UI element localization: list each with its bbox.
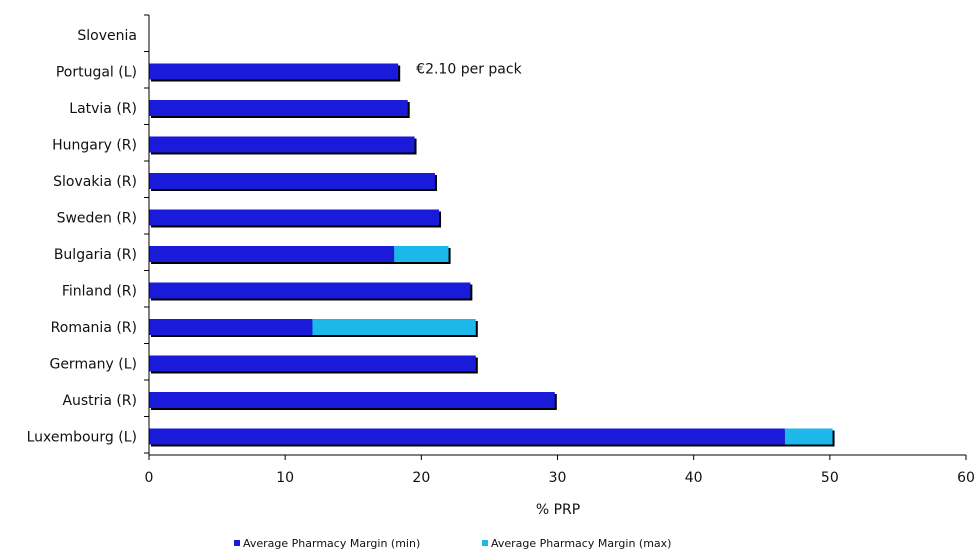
category-label: Hungary (R) <box>52 138 137 154</box>
bar-min <box>149 209 440 226</box>
legend-label: Average Pharmacy Margin (min) <box>243 537 420 550</box>
bar-min <box>149 319 313 335</box>
category-labels: Slovenia Portugal (L) Latvia (R) Hungary (R… <box>27 28 137 446</box>
bar-max <box>394 246 449 262</box>
category-label: Finland (R) <box>62 284 137 300</box>
category-label: Slovenia <box>77 28 137 44</box>
annotations: €2.10 per pack <box>416 62 522 78</box>
legend: Average Pharmacy Margin (min) Average Pha… <box>234 537 671 550</box>
bar-max <box>784 428 833 445</box>
legend-label: Average Pharmacy Margin (max) <box>491 537 671 550</box>
category-label: Sweden (R) <box>57 211 137 227</box>
x-tick-label: 60 <box>957 470 975 486</box>
x-tick-label: 30 <box>549 470 567 486</box>
bar-min <box>149 63 399 80</box>
x-axis-title: % PRP <box>536 502 580 518</box>
bar-min <box>149 246 395 262</box>
bar-min <box>149 173 435 189</box>
category-label: Portugal (L) <box>56 65 137 81</box>
bar-min <box>149 282 471 299</box>
y-axis-ticks <box>144 14 149 454</box>
bar-max <box>312 319 476 335</box>
x-tick-label: 50 <box>821 470 839 486</box>
bar-min <box>149 136 415 153</box>
category-label: Latvia (R) <box>69 101 137 117</box>
category-label: Austria (R) <box>62 393 137 409</box>
bars-layer <box>149 63 835 447</box>
category-label: Romania (R) <box>51 320 137 336</box>
x-tick-label: 0 <box>145 470 154 486</box>
x-tick-label: 40 <box>685 470 703 486</box>
x-tick-label: 10 <box>276 470 294 486</box>
x-axis-ticks: 0 10 20 30 40 50 60 <box>145 455 975 486</box>
bar-min <box>149 100 408 116</box>
category-label: Bulgaria (R) <box>54 247 137 263</box>
category-label: Luxembourg (L) <box>27 430 137 446</box>
bar-min <box>149 355 476 372</box>
category-label: Germany (L) <box>49 357 137 373</box>
bar-min <box>149 428 785 445</box>
x-tick-label: 20 <box>412 470 430 486</box>
legend-swatch <box>234 540 240 546</box>
category-label: Slovakia (R) <box>53 174 137 190</box>
bar-min <box>149 392 555 408</box>
legend-swatch <box>482 540 488 546</box>
bar-annotation: €2.10 per pack <box>416 62 522 78</box>
